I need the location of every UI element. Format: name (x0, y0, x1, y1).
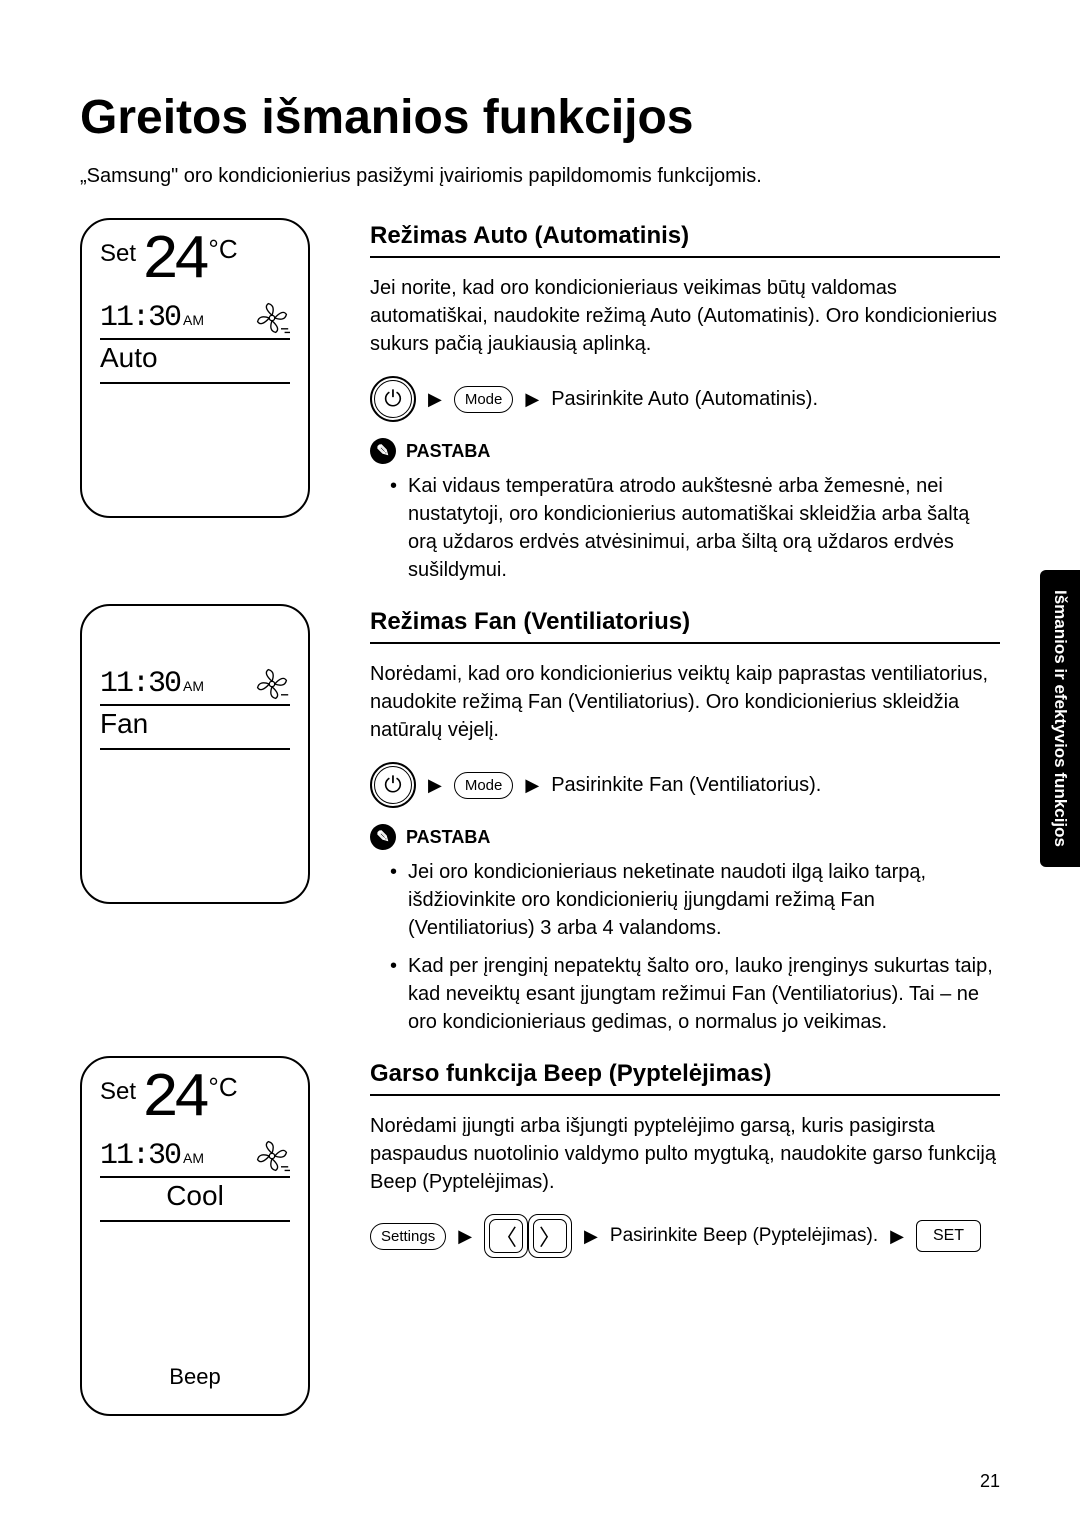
section-auto: Set 24 °C 11:30AM Auto Režimas Auto (Aut… (80, 218, 1000, 594)
screen-time: 11:30 (100, 301, 180, 335)
set-button: SET (916, 1220, 981, 1252)
step-text: Pasirinkite Beep (Pyptelėjimas). (610, 1225, 878, 1248)
note-item: Jei oro kondicionieriaus neketinate naud… (390, 858, 1000, 942)
power-icon: ⏻ (370, 376, 416, 422)
arrow-icon: ▶ (428, 775, 442, 796)
section-heading-fan: Režimas Fan (Ventiliatorius) (370, 608, 1000, 644)
screen-time: 11:30 (100, 1139, 180, 1173)
section-body-auto: Jei norite, kad oro kondicionieriaus vei… (370, 274, 1000, 358)
fan-icon (254, 666, 290, 702)
section-body-fan: Norėdami, kad oro kondicionierius veiktų… (370, 660, 1000, 744)
nav-left-button: 〈 (484, 1214, 528, 1258)
note-label: PASTABA (406, 441, 490, 462)
note-icon: ✎ (370, 438, 396, 464)
section-body-beep: Norėdami įjungti arba išjungti pyptelėji… (370, 1112, 1000, 1196)
screen-ampm: AM (183, 678, 204, 694)
arrow-icon: ▶ (428, 389, 442, 410)
page-number: 21 (980, 1471, 1000, 1492)
power-icon: ⏻ (370, 762, 416, 808)
screen-ampm: AM (183, 1150, 204, 1166)
section-beep: Set 24 °C 11:30AM Cool Beep Garso funkci… (80, 1056, 1000, 1416)
screen-degree-unit: °C (208, 234, 237, 265)
section-heading-auto: Režimas Auto (Automatinis) (370, 222, 1000, 258)
step-text: Pasirinkite Fan (Ventiliatorius). (551, 774, 821, 797)
mode-button: Mode (454, 386, 514, 413)
remote-screen-auto: Set 24 °C 11:30AM Auto (80, 218, 310, 518)
mode-button: Mode (454, 772, 514, 799)
fan-icon (254, 1138, 290, 1174)
divider (100, 748, 290, 750)
note-label: PASTABA (406, 827, 490, 848)
screen-temperature: 24 (142, 1068, 204, 1130)
screen-mode-label: Cool (166, 1180, 224, 1212)
step-row-fan: ⏻ ▶ Mode ▶ Pasirinkite Fan (Ventiliatori… (370, 762, 1000, 808)
arrow-icon: ▶ (458, 1226, 472, 1247)
screen-time: 11:30 (100, 667, 180, 701)
side-tab: Išmanios ir efektyvios funkcijos (1040, 570, 1080, 867)
section-heading-beep: Garso funkcija Beep (Pyptelėjimas) (370, 1060, 1000, 1096)
section-fan: 11:30AM Fan Režimas Fan (Ventiliatorius)… (80, 604, 1000, 1046)
intro-text: „Samsung" oro kondicionierius pasižymi į… (80, 165, 1000, 188)
note-heading: ✎ PASTABA (370, 824, 1000, 850)
settings-button: Settings (370, 1223, 446, 1250)
note-list-fan: Jei oro kondicionieriaus neketinate naud… (370, 858, 1000, 1036)
screen-set-label: Set (100, 1078, 136, 1106)
screen-beep-label: Beep (82, 1364, 308, 1390)
remote-screen-fan: 11:30AM Fan (80, 604, 310, 904)
divider (100, 382, 290, 384)
screen-set-label: Set (100, 240, 136, 268)
step-row-auto: ⏻ ▶ Mode ▶ Pasirinkite Auto (Automatinis… (370, 376, 1000, 422)
note-heading: ✎ PASTABA (370, 438, 1000, 464)
screen-ampm: AM (183, 312, 204, 328)
arrow-icon: ▶ (584, 1226, 598, 1247)
screen-temperature: 24 (142, 230, 204, 292)
arrow-icon: ▶ (525, 389, 539, 410)
screen-degree-unit: °C (208, 1072, 237, 1103)
arrow-icon: ▶ (890, 1226, 904, 1247)
divider (100, 1176, 290, 1178)
screen-mode-label: Fan (100, 708, 148, 740)
note-item: Kai vidaus temperatūra atrodo aukštesnė … (390, 472, 1000, 584)
remote-screen-beep: Set 24 °C 11:30AM Cool Beep (80, 1056, 310, 1416)
screen-mode-label: Auto (100, 342, 158, 374)
fan-icon (254, 300, 290, 336)
nav-right-button: 〉 (528, 1214, 572, 1258)
page-title: Greitos išmanios funkcijos (80, 90, 1000, 145)
note-list-auto: Kai vidaus temperatūra atrodo aukštesnė … (370, 472, 1000, 584)
arrow-icon: ▶ (525, 775, 539, 796)
note-icon: ✎ (370, 824, 396, 850)
step-text: Pasirinkite Auto (Automatinis). (551, 388, 818, 411)
divider (100, 338, 290, 340)
note-item: Kad per įrenginį nepatektų šalto oro, la… (390, 952, 1000, 1036)
divider (100, 704, 290, 706)
divider (100, 1220, 290, 1222)
step-row-beep: Settings ▶ 〈 〉 ▶ Pasirinkite Beep (Pypte… (370, 1214, 1000, 1258)
